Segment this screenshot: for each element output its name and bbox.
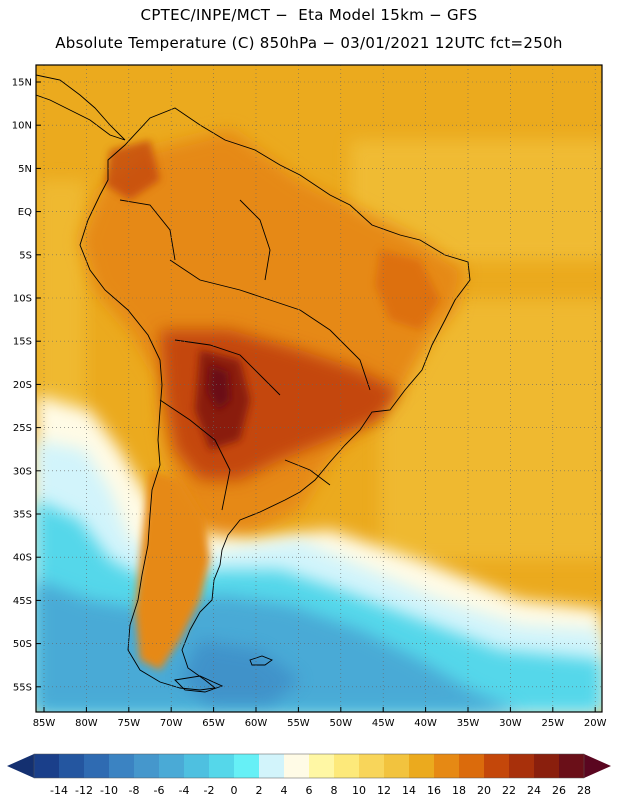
colorbar-label: 26 (552, 784, 566, 797)
colorbar-swatch (159, 754, 185, 778)
axis-ticks (36, 81, 596, 712)
lat-label: 5N (18, 164, 32, 175)
colorbar-swatch (559, 754, 585, 778)
lat-label: 5S (19, 250, 32, 261)
colorbar-label: 16 (427, 784, 441, 797)
colorbar-label: 2 (255, 784, 263, 797)
lon-label: 60W (245, 718, 268, 729)
colorbar (7, 753, 611, 779)
colorbar-swatch (484, 754, 510, 778)
colorbar-label: -12 (75, 784, 93, 797)
colorbar-swatch (34, 754, 60, 778)
lat-label: 30S (13, 466, 32, 477)
colorbar-swatch (434, 754, 460, 778)
colorbar-swatch (509, 754, 535, 778)
colorbar-label: 22 (502, 784, 516, 797)
colorbar-swatch (234, 754, 260, 778)
colorbar-swatch (259, 754, 285, 778)
field-andes-north-hot (105, 140, 160, 200)
lon-label: 30W (499, 718, 522, 729)
colorbar-swatch (84, 754, 110, 778)
lon-label: 80W (75, 718, 98, 729)
lat-label: 15S (13, 337, 32, 348)
colorbar-right-arrow (584, 754, 611, 778)
colorbar-label: 18 (452, 784, 466, 797)
country-border-6 (284, 459, 331, 486)
colorbar-swatch (284, 754, 310, 778)
field-pacific-light (36, 180, 86, 410)
lat-label: 40S (13, 553, 32, 564)
field-chaco-extreme (208, 365, 230, 410)
lon-label: 55W (287, 718, 310, 729)
colorbar-label: 6 (305, 784, 313, 797)
colorbar-label: 20 (477, 784, 491, 797)
central-america-outline (36, 74, 126, 141)
country-border-1 (169, 259, 301, 311)
colorbar-swatch (359, 754, 385, 778)
colorbar-swatch (134, 754, 160, 778)
colorbar-swatch (209, 754, 235, 778)
colorbar-swatch (534, 754, 560, 778)
lat-label: 20S (13, 380, 32, 391)
colorbar-label: 10 (352, 784, 366, 797)
colorbar-label: 24 (527, 784, 541, 797)
colorbar-label: -14 (50, 784, 68, 797)
colorbar-label: 8 (330, 784, 338, 797)
lon-label: 25W (541, 718, 564, 729)
map-subtitle: Absolute Temperature (C) 850hPa − 03/01/… (55, 34, 563, 52)
lat-label: 10S (13, 294, 32, 305)
colorbar-label: 4 (280, 784, 288, 797)
lat-label: 25S (13, 423, 32, 434)
colorbar-label: 12 (377, 784, 391, 797)
latitude-labels: 15N 10N 5N EQ 5S 10S 15S 20S 25S 30S 35S 40S 45S 50S 5… (12, 78, 32, 694)
colorbar-swatch (184, 754, 210, 778)
colorbar-outline (33, 753, 585, 779)
colorbar-label: 14 (402, 784, 416, 797)
lon-label: 65W (202, 718, 225, 729)
country-border-5 (299, 309, 371, 391)
lat-label: 45S (13, 596, 32, 607)
falklands-outline (249, 655, 273, 666)
lon-label: 75W (117, 718, 140, 729)
colorbar-swatch (459, 754, 485, 778)
longitude-labels: 85W 80W 75W 70W 65W 60W 55W 50W 45W 40W 35W 30W 25W 2… (33, 718, 607, 729)
lon-label: 35W (457, 718, 480, 729)
lon-label: 40W (414, 718, 437, 729)
colorbar-label: -6 (153, 784, 165, 797)
colorbar-label: -8 (128, 784, 140, 797)
country-border-7 (119, 199, 176, 261)
colorbar-swatch (59, 754, 85, 778)
lat-label: 50S (13, 639, 32, 650)
lon-label: 70W (160, 718, 183, 729)
colorbar-swatch (384, 754, 410, 778)
country-border-4 (239, 199, 271, 281)
colorbar-label: -2 (203, 784, 215, 797)
colorbar-swatch (109, 754, 135, 778)
lat-label: 10N (12, 121, 32, 132)
colorbar-swatch (309, 754, 335, 778)
colorbar-label: 28 (577, 784, 591, 797)
lat-label: 35S (13, 510, 32, 521)
lat-label: EQ (18, 207, 32, 218)
map-frame (35, 64, 603, 713)
colorbar-label: -10 (100, 784, 118, 797)
lon-label: 45W (372, 718, 395, 729)
lon-label: 50W (329, 718, 352, 729)
field-patagonia-warm (135, 470, 210, 670)
colorbar-left-arrow (7, 754, 34, 778)
colorbar-label: -4 (178, 784, 190, 797)
colorbar-swatch (409, 754, 435, 778)
lon-label: 20W (584, 718, 607, 729)
temperature-field (36, 65, 602, 712)
colorbar-swatch (334, 754, 360, 778)
lon-label: 85W (33, 718, 56, 729)
country-border-3 (159, 399, 231, 511)
lat-label: 15N (12, 78, 32, 89)
lat-label: 55S (13, 682, 32, 693)
map-title: CPTEC/INPE/MCT − Eta Model 15km − GFS (140, 6, 478, 24)
colorbar-label: 0 (230, 784, 238, 797)
country-border-2 (174, 339, 281, 396)
field-northeast-hot (375, 250, 440, 330)
